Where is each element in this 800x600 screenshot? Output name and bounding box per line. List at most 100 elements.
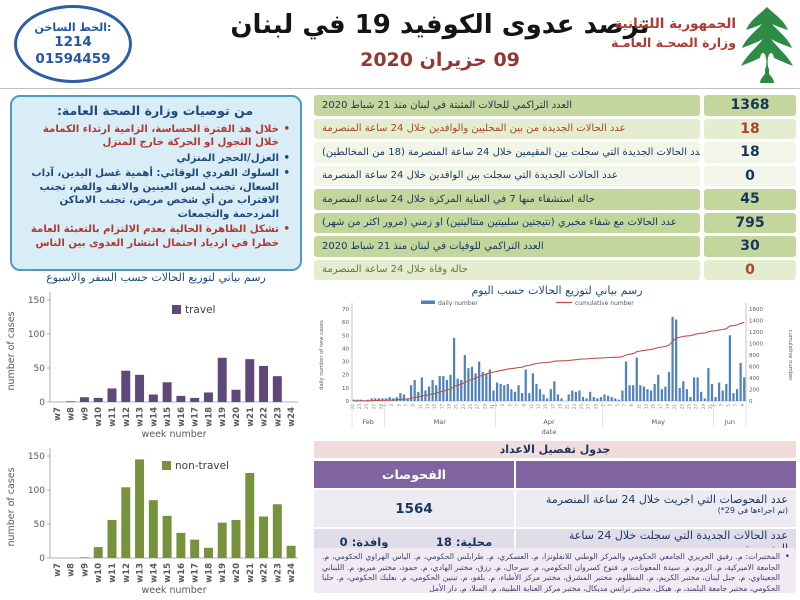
svg-text:25: 25: [686, 404, 691, 410]
svg-text:17: 17: [439, 404, 444, 410]
details-header-row: الفحوصات: [314, 461, 796, 488]
svg-text:w18: w18: [204, 407, 214, 427]
svg-text:1: 1: [712, 404, 717, 407]
svg-text:Feb: Feb: [362, 418, 374, 426]
tests-count-desc: عدد الفحوصات التي اجريت خلال 24 ساعة الم…: [545, 493, 788, 506]
svg-text:w9: w9: [80, 563, 90, 577]
svg-text:w21: w21: [246, 407, 256, 427]
arrival-cases-value: وافدة: 0: [339, 535, 389, 549]
svg-text:9: 9: [522, 404, 527, 407]
weekly-chart-title: رسم بياني لتوزيع الحالات حسب السفر والاس…: [46, 271, 266, 284]
svg-text:daily number of new cases: daily number of new cases: [319, 320, 325, 390]
svg-text:w24: w24: [287, 407, 297, 427]
stats-row-value: 0: [704, 259, 796, 280]
svg-text:13: 13: [425, 404, 430, 410]
svg-text:w12: w12: [122, 563, 132, 583]
stats-table: العدد التراكمي للحالات المثبتة في لبنان …: [314, 95, 796, 283]
stats-row: العدد التراكمي للوفيات في لبنان منذ 21 ش…: [314, 236, 796, 257]
svg-text:Apr: Apr: [543, 418, 555, 426]
svg-text:w13: w13: [136, 563, 146, 583]
svg-text:29: 29: [378, 404, 383, 410]
svg-text:week number: week number: [141, 429, 206, 440]
svg-text:7: 7: [733, 404, 738, 407]
stats-row-label: حالة استشفاء منها 7 في العناية المركزة خ…: [314, 189, 700, 210]
svg-text:29: 29: [482, 404, 487, 410]
svg-text:w10: w10: [94, 563, 104, 583]
svg-text:number of cases: number of cases: [6, 311, 17, 390]
ministry-line1: الجمهورية اللبنانية: [614, 16, 736, 32]
svg-text:1: 1: [601, 404, 606, 407]
stats-row-value: 18: [704, 118, 796, 139]
hotline-label: الخط الساخن:: [34, 20, 112, 34]
svg-text:7: 7: [404, 404, 409, 407]
svg-text:19: 19: [665, 404, 670, 410]
svg-text:0: 0: [39, 554, 45, 564]
svg-text:29: 29: [701, 404, 706, 410]
svg-text:17: 17: [658, 404, 663, 410]
svg-text:1000: 1000: [749, 342, 763, 348]
svg-text:25: 25: [364, 404, 369, 410]
svg-text:23: 23: [572, 404, 577, 410]
svg-text:7: 7: [515, 404, 520, 407]
stats-row-label: عدد الحالات الجديدة التي سجلت بين المقيم…: [314, 142, 700, 163]
svg-text:10: 10: [342, 386, 349, 392]
svg-text:w16: w16: [177, 563, 187, 583]
svg-text:5: 5: [726, 404, 731, 407]
svg-text:w21: w21: [246, 563, 256, 583]
svg-text:1400: 1400: [749, 319, 763, 325]
stats-row: العدد التراكمي للحالات المثبتة في لبنان …: [314, 95, 796, 116]
report-header: ترصد عدوى الكوفيد 19 في لبنان 09 حزيران …: [225, 10, 655, 71]
svg-text:5: 5: [507, 404, 512, 407]
stats-row-label: عدد الحالات الجديدة التي سجلت بين الوافد…: [314, 165, 700, 186]
svg-text:21: 21: [672, 404, 677, 410]
svg-text:w23: w23: [273, 563, 283, 583]
recommendation-item: تشكل الظاهرة الحالية بعدم الالتزام بالتع…: [20, 223, 290, 250]
svg-text:11: 11: [418, 404, 423, 410]
report-date: 09 حزيران 2020: [360, 49, 520, 71]
stats-row-label: العدد التراكمي للوفيات في لبنان منذ 21 ش…: [314, 236, 700, 257]
svg-text:60: 60: [342, 320, 349, 326]
svg-text:w8: w8: [67, 563, 77, 577]
hotline-number-short: 1214: [54, 33, 92, 50]
svg-text:31: 31: [489, 404, 494, 410]
svg-text:0: 0: [39, 398, 45, 408]
local-cases-value: محلية: 18: [435, 535, 493, 549]
recommendations-list: خلال هذ الفترة الحساسة، الزامية ارتداء ا…: [20, 123, 290, 250]
stats-row: عدد الحالات الجديدة التي سجلت بين المقيم…: [314, 142, 796, 163]
svg-text:11: 11: [636, 404, 641, 410]
svg-text:3: 3: [389, 404, 394, 407]
svg-text:Mar: Mar: [434, 418, 447, 426]
svg-text:23: 23: [679, 404, 684, 410]
daily-cases-chart: 0 10 20 30 40 50 60 70 0 200 400 600 800 1000 1200 1400…: [319, 300, 793, 436]
svg-text:23: 23: [461, 404, 466, 410]
svg-text:travel: travel: [185, 304, 215, 316]
stats-row-value: 0: [704, 165, 796, 186]
svg-text:0: 0: [346, 399, 350, 405]
svg-text:w10: w10: [94, 407, 104, 427]
svg-text:29: 29: [593, 404, 598, 410]
page-title: ترصد عدوى الكوفيد 19 في لبنان: [230, 10, 650, 40]
stats-row: عدد الحالات الجديدة التي سجلت بين الوافد…: [314, 165, 796, 186]
stats-row: حالة وفاة خلال 24 ساعة المنصرمة 0: [314, 259, 796, 280]
svg-text:w12: w12: [122, 407, 132, 427]
header-divider: [0, 88, 800, 89]
svg-text:100: 100: [28, 330, 45, 340]
svg-text:cumulative number: cumulative number: [575, 300, 634, 307]
svg-text:31: 31: [708, 404, 713, 410]
svg-text:w14: w14: [149, 563, 159, 583]
svg-text:week number: week number: [141, 585, 206, 596]
svg-text:w19: w19: [218, 563, 228, 583]
recommendation-item: السلوك الفردي الوقائي: أهمية غسل اليدين،…: [20, 167, 290, 221]
svg-text:w22: w22: [260, 563, 270, 583]
svg-text:9: 9: [411, 404, 416, 407]
svg-text:15: 15: [432, 404, 437, 410]
svg-text:w9: w9: [80, 407, 90, 421]
svg-text:400: 400: [749, 376, 760, 382]
svg-text:w13: w13: [136, 407, 146, 427]
svg-text:number of cases: number of cases: [6, 467, 17, 546]
svg-text:w24: w24: [287, 563, 297, 583]
svg-text:3: 3: [719, 404, 724, 407]
svg-text:17: 17: [550, 404, 555, 410]
svg-text:9: 9: [740, 404, 745, 407]
svg-text:0: 0: [749, 399, 753, 405]
